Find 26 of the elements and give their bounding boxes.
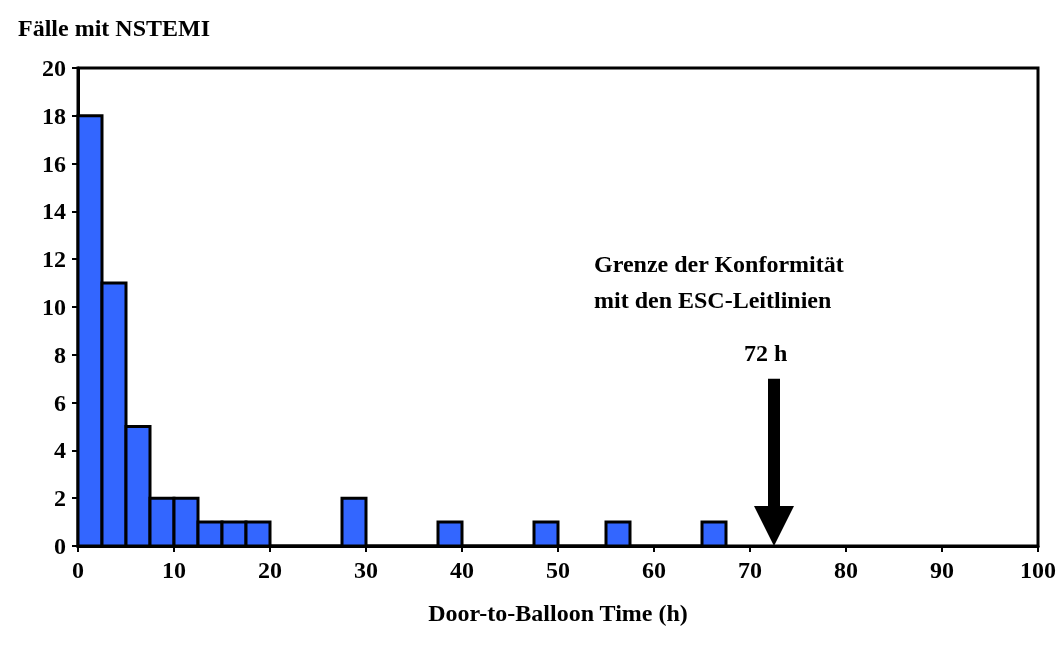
y-tick-label: 14 — [42, 198, 66, 225]
x-tick-label: 50 — [546, 557, 570, 583]
y-tick-label: 16 — [42, 150, 66, 177]
y-tick-label: 6 — [54, 389, 66, 416]
x-axis-title: Door-to-Balloon Time (h) — [428, 600, 688, 626]
x-tick-label: 40 — [450, 557, 474, 583]
y-tick-label: 20 — [42, 55, 66, 81]
x-tick-label: 60 — [642, 557, 666, 583]
y-tick-label: 4 — [54, 437, 66, 464]
y-tick-label: 8 — [54, 341, 66, 368]
y-tick-label: 0 — [54, 533, 66, 559]
y-tick-label: 18 — [42, 102, 66, 129]
x-tick-label: 30 — [354, 557, 378, 583]
x-tick-label: 80 — [834, 557, 858, 583]
x-tick-label: 10 — [162, 557, 186, 583]
y-axis-title: Fälle mit NSTEMI — [18, 15, 210, 41]
ref-line-label: 72 h — [744, 340, 788, 366]
y-tick-label: 2 — [54, 485, 66, 512]
x-tick-label: 0 — [72, 557, 84, 583]
y-tick-label: 10 — [42, 294, 66, 320]
x-tick-label: 100 — [1020, 557, 1056, 583]
annotation: Grenze der Konformität mit den ESC-Leitlinien — [594, 251, 844, 313]
x-tick-label: 90 — [930, 557, 954, 583]
x-tick-label: 20 — [258, 557, 282, 583]
y-tick-label: 12 — [42, 246, 66, 273]
x-tick-label: 70 — [738, 557, 762, 583]
